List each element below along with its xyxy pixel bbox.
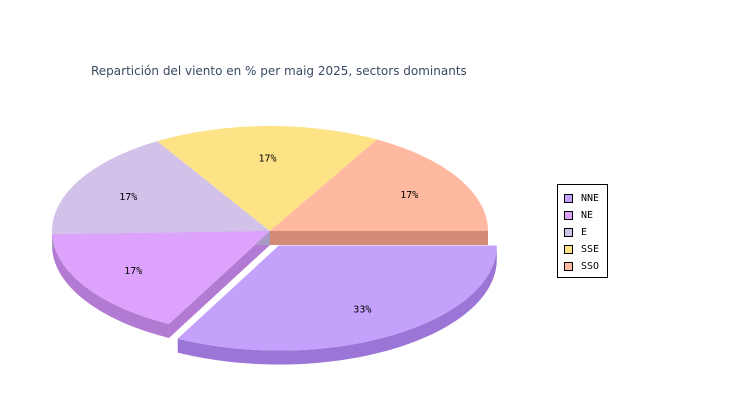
chart-title: Repartición del viento en % per maig 202… xyxy=(91,64,467,78)
slice-label-e: 17% xyxy=(119,192,137,203)
legend-label-sso: SSO xyxy=(581,260,600,272)
slice-cut-sso-1 xyxy=(270,231,488,245)
slice-label-nne: 33% xyxy=(353,304,371,315)
slice-ne xyxy=(52,231,270,325)
slice-cut-ne-0 xyxy=(168,231,270,339)
slice-label-sse: 17% xyxy=(258,154,276,165)
slice-side-ne xyxy=(52,234,169,339)
legend-label-ne: NE xyxy=(581,209,594,221)
legend-item-ne: NE xyxy=(564,209,593,221)
legend-item-sso: SSO xyxy=(564,260,599,272)
slice-sse xyxy=(157,126,378,231)
slice-e xyxy=(51,141,270,235)
slice-label-sso: 17% xyxy=(400,190,418,201)
slice-nne xyxy=(177,245,497,351)
legend-item-nne: NNE xyxy=(564,192,599,204)
legend-swatch-ne xyxy=(564,210,573,220)
slice-side-nne xyxy=(177,245,497,365)
legend-swatch-nne xyxy=(564,193,573,203)
legend-label-sse: SSE xyxy=(581,243,600,255)
legend-swatch-sse xyxy=(564,244,573,254)
slice-sso xyxy=(270,139,488,231)
legend-swatch-sso xyxy=(564,261,573,271)
slice-label-ne: 17% xyxy=(124,266,142,277)
legend-item-e: E xyxy=(564,226,587,238)
legend-swatch-e xyxy=(564,227,573,237)
legend-item-sse: SSE xyxy=(564,243,599,255)
legend-label-e: E xyxy=(581,226,588,238)
legend: NNE NE E SSE SSO xyxy=(557,184,608,278)
legend-label-nne: NNE xyxy=(581,192,600,204)
